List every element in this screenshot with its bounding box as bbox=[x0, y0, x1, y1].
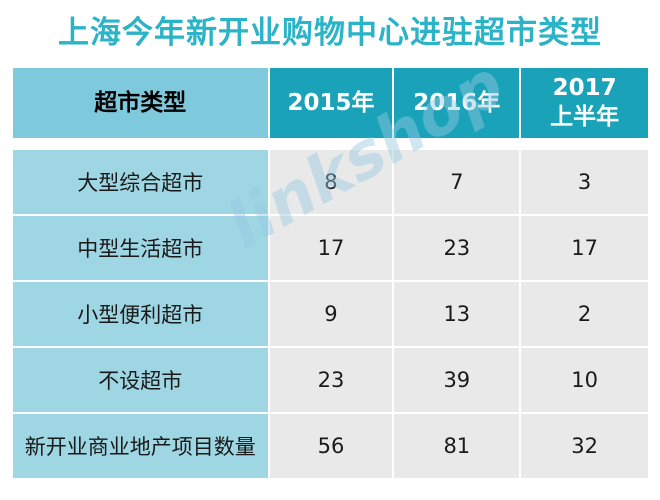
page-title: 上海今年新开业购物中心进驻超市类型 bbox=[58, 15, 602, 51]
cell-2015: 9 bbox=[269, 282, 395, 346]
cell-2017h1: 17 bbox=[521, 216, 649, 280]
cell-2016: 23 bbox=[394, 216, 522, 280]
cell-2015: 8 bbox=[269, 150, 395, 214]
table-row: 新开业商业地产项目数量 56 81 32 bbox=[13, 414, 649, 478]
table-row: 大型综合超市 8 7 3 bbox=[13, 150, 649, 214]
header-2017-year: 2017 bbox=[552, 75, 617, 101]
table-header-row: 超市类型 2015年 2016年 2017 上半年 bbox=[13, 68, 649, 138]
cell-2017h1: 3 bbox=[521, 150, 649, 214]
cell-2016: 81 bbox=[394, 414, 522, 478]
supermarket-type-table: 超市类型 2015年 2016年 2017 上半年 大型综合超市 8 7 3 中… bbox=[13, 68, 649, 480]
header-2015: 2015年 bbox=[269, 68, 395, 138]
row-label: 不设超市 bbox=[13, 348, 270, 412]
row-label: 小型便利超市 bbox=[13, 282, 270, 346]
cell-2017h1: 32 bbox=[521, 414, 649, 478]
cell-2016: 13 bbox=[394, 282, 522, 346]
header-type: 超市类型 bbox=[13, 68, 270, 138]
header-2016: 2016年 bbox=[394, 68, 522, 138]
cell-2017h1: 2 bbox=[521, 282, 649, 346]
cell-2016: 39 bbox=[394, 348, 522, 412]
cell-2015: 17 bbox=[269, 216, 395, 280]
cell-2017h1: 10 bbox=[521, 348, 649, 412]
table-row: 小型便利超市 9 13 2 bbox=[13, 282, 649, 346]
header-2017h1: 2017 上半年 bbox=[521, 68, 649, 138]
cell-2015: 23 bbox=[269, 348, 395, 412]
header-2017-half: 上半年 bbox=[550, 104, 620, 130]
table-row: 中型生活超市 17 23 17 bbox=[13, 216, 649, 280]
row-label: 大型综合超市 bbox=[13, 150, 270, 214]
row-label: 新开业商业地产项目数量 bbox=[13, 414, 270, 478]
cell-2016: 7 bbox=[394, 150, 522, 214]
row-label: 中型生活超市 bbox=[13, 216, 270, 280]
cell-2015: 56 bbox=[269, 414, 395, 478]
table-row: 不设超市 23 39 10 bbox=[13, 348, 649, 412]
